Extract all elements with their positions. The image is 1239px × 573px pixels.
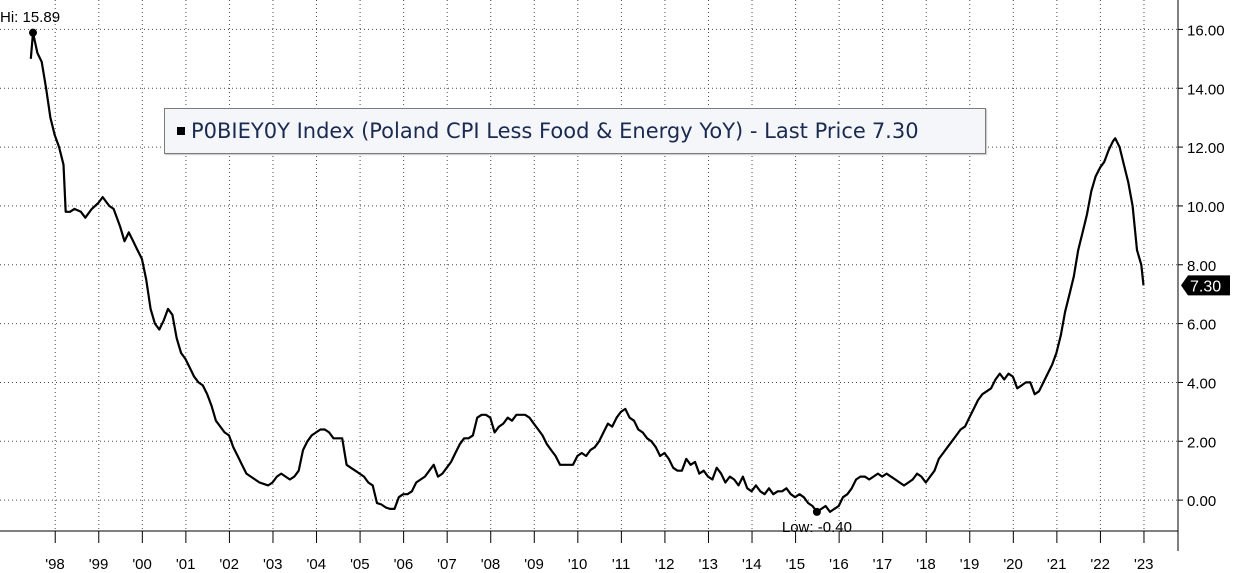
x-tick-label: '14 (742, 556, 762, 573)
x-tick-label: '12 (655, 556, 675, 573)
x-tick-label: '13 (698, 556, 718, 573)
legend-series-name: P0BIEY0Y Index (Poland CPI Less Food & E… (191, 119, 866, 143)
series-line (29, 31, 1145, 513)
last-price-tag (1181, 275, 1230, 296)
x-tick-label: '23 (1134, 556, 1154, 573)
annotation-layer: Hi: 15.89 Low: -0.40 7.30 (0, 9, 1230, 536)
y-tick-label: 6.00 (1187, 317, 1216, 334)
y-tick-label: 2.00 (1187, 434, 1216, 451)
x-tick-label: '21 (1047, 556, 1067, 573)
x-tick-label: '10 (568, 556, 588, 573)
y-tick-label: 10.00 (1187, 199, 1225, 216)
x-tick-label: '04 (307, 556, 327, 573)
x-tick-label: '01 (176, 556, 196, 573)
low-marker (812, 507, 821, 516)
x-tick-label: '06 (394, 556, 414, 573)
x-tick-label: '17 (873, 556, 893, 573)
x-tick-label: '05 (350, 556, 370, 573)
x-tick-label: '09 (524, 556, 544, 573)
y-tick-label: 16.00 (1187, 22, 1225, 39)
y-tick-label: 14.00 (1187, 81, 1225, 98)
high-label: Hi: 15.89 (0, 9, 60, 26)
x-tick-label: '22 (1090, 556, 1110, 573)
last-price-label: 7.30 (1190, 278, 1221, 295)
high-marker (29, 28, 37, 37)
x-tick-label: '20 (1003, 556, 1023, 573)
x-tick-label: '03 (263, 556, 283, 573)
x-tick-label: '11 (612, 556, 630, 573)
legend-box: P0BIEY0Y Index (Poland CPI Less Food & E… (164, 108, 986, 154)
series-layer (29, 31, 1145, 513)
x-tick-label: '02 (219, 556, 239, 573)
x-tick-label: '08 (481, 556, 501, 573)
low-label: Low: -0.40 (782, 519, 852, 536)
x-tick-label: '19 (960, 556, 980, 573)
x-tick-label: '15 (786, 556, 806, 573)
y-tick-label: 8.00 (1187, 258, 1216, 275)
x-tick-label: '18 (916, 556, 936, 573)
y-tick-label: 0.00 (1187, 493, 1216, 510)
y-tick-label: 12.00 (1187, 140, 1225, 157)
legend-last-price: 7.30 (871, 119, 919, 143)
legend-marker-icon (177, 127, 185, 135)
x-tick-label: '98 (45, 556, 65, 573)
x-tick-label: '00 (132, 556, 152, 573)
x-tick-label: '16 (829, 556, 849, 573)
x-tick-label: '99 (89, 556, 109, 573)
x-tick-label: '07 (437, 556, 457, 573)
y-tick-label: 4.00 (1187, 375, 1216, 392)
